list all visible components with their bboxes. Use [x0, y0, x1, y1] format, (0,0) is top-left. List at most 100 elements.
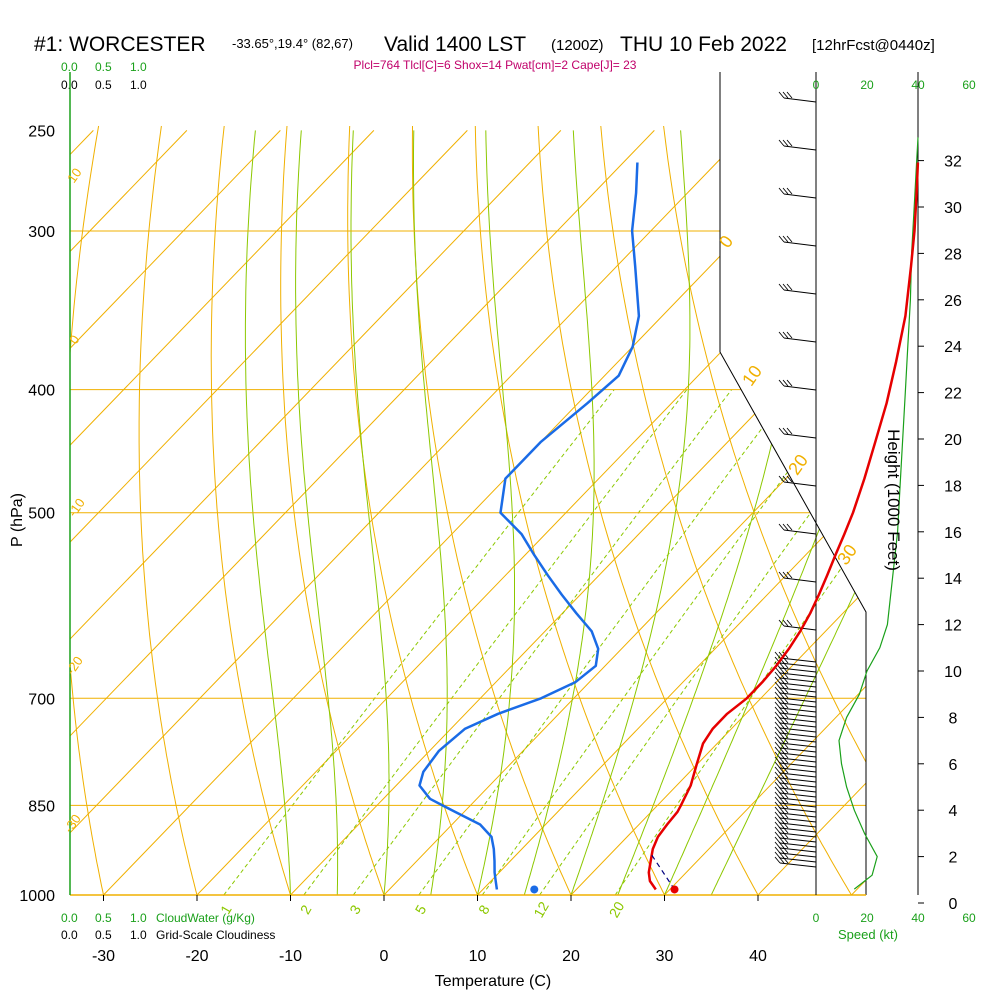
wind-barb-feather: [782, 806, 789, 814]
pressure-tick-label: 250: [28, 123, 55, 140]
pressure-tick-label: 850: [28, 798, 55, 815]
wind-barb-feather: [782, 427, 789, 435]
wind-barb: [779, 797, 817, 803]
mixing-ratio-label: 20: [606, 899, 628, 921]
surface-dewpoint-marker: [530, 885, 539, 894]
wind-barb: [779, 777, 817, 783]
dry-adiabat: [210, 125, 291, 895]
wind-barb-feather: [786, 91, 793, 99]
wind-barb: [779, 827, 817, 833]
pressure-tick-label: 1000: [19, 888, 55, 905]
wind-barb-feather: [782, 139, 789, 147]
wind-barb: [779, 737, 817, 743]
speed-axis-label: Speed (kt): [838, 927, 898, 942]
wind-barb: [779, 772, 817, 778]
wind-barb-feather: [786, 187, 793, 195]
wind-barb-feather: [782, 731, 789, 739]
station-coords: -33.65°,19.4° (82,67): [232, 36, 353, 51]
moist-adiabat: [477, 130, 515, 895]
wind-barb: [779, 847, 817, 853]
wind-barb: [779, 732, 817, 738]
wind-barb-feather: [786, 139, 793, 147]
wind-barb-feather: [782, 571, 789, 579]
wind-barb-feather: [778, 139, 785, 147]
wind-barb: [779, 667, 817, 673]
wind-barb: [779, 767, 817, 773]
wind-barb-feather: [782, 756, 789, 764]
wind-barb-feather: [782, 475, 789, 483]
wind-barb-feather: [782, 681, 789, 689]
dry-adiabat: [978, 126, 1000, 895]
dry-adiabats: [70, 125, 1000, 895]
height-tick-label: 4: [949, 803, 958, 820]
temperature-tick-label: 0: [380, 948, 389, 965]
wind-barb-feather: [786, 427, 793, 435]
wind-barb: [779, 862, 817, 868]
temperature-tick-label: 30: [656, 948, 674, 965]
cloud-water-tick: 0.5: [95, 911, 112, 925]
wind-barb-feather: [782, 856, 789, 864]
wind-barb: [779, 687, 817, 693]
wind-barb-feather: [786, 331, 793, 339]
wind-barb: [779, 762, 817, 768]
pressure-tick-label: 400: [28, 383, 55, 400]
temperature-tick-label: 40: [749, 948, 767, 965]
dry-adiabat: [474, 125, 665, 895]
wind-barb-feather: [782, 831, 789, 839]
wind-barb: [779, 717, 817, 723]
wind-barb: [779, 747, 817, 753]
wind-barb: [779, 757, 817, 763]
wind-barb: [779, 712, 817, 718]
mixing-ratio-line: [303, 389, 688, 895]
cloud-scale-top: 0.0 0.5 1.0 0.0 0.5 1.0: [61, 60, 147, 92]
isotherm-line: [70, 130, 281, 895]
wind-barb-feather: [782, 91, 789, 99]
wind-barb-feather: [782, 696, 789, 704]
wind-barb: [779, 792, 817, 798]
cloud-water-tick: 0.0: [61, 911, 78, 925]
wind-barb: [779, 742, 817, 748]
wind-barb-feather: [786, 379, 793, 387]
forecast-label: [12hrFcst@0440z]: [812, 37, 935, 54]
isobars: [70, 230, 866, 806]
height-tick-label: 30: [944, 200, 962, 217]
wind-barb: [783, 433, 817, 439]
isotherm-label: 10: [64, 165, 85, 185]
wind-speed-line: [838, 137, 919, 890]
wind-barb-feather: [782, 741, 789, 749]
isotherm-label: 10: [738, 362, 766, 390]
station-name: #1: WORCESTER: [34, 33, 206, 56]
wind-barb: [779, 727, 817, 733]
pressure-tick-label: 300: [28, 224, 55, 241]
wind-barb-feather: [782, 187, 789, 195]
parcel-path: [651, 854, 676, 890]
height-tick-label: 8: [949, 710, 958, 727]
wind-barb: [779, 812, 817, 818]
dry-adiabat: [537, 125, 759, 895]
cloud-water-tick: 0.5: [95, 60, 112, 74]
wind-barb: [779, 822, 817, 828]
wind-barb-feather: [778, 571, 785, 579]
valid-date: THU 10 Feb 2022: [620, 33, 787, 56]
height-tick-label: 2: [949, 850, 958, 867]
temperature-tick-label: -10: [279, 948, 302, 965]
wind-barb: [779, 682, 817, 688]
wind-barb-feather: [782, 841, 789, 849]
wind-barb: [779, 852, 817, 858]
wind-barb-feather: [782, 801, 789, 809]
wind-barb: [783, 289, 817, 295]
wind-barb-feather: [782, 716, 789, 724]
wind-barb: [779, 807, 817, 813]
wind-barb: [779, 672, 817, 678]
wind-barb-feather: [786, 619, 793, 627]
stability-indices: Plcl=764 Tlcl[C]=6 Shox=14 Pwat[cm]=2 Ca…: [354, 58, 637, 72]
surface-temperature-marker: [670, 885, 679, 894]
cloud-water-tick: 0.0: [61, 60, 78, 74]
wind-barb-feather: [786, 571, 793, 579]
wind-barb-feather: [782, 781, 789, 789]
wind-barb-feather: [782, 766, 789, 774]
dry-adiabat: [138, 125, 198, 895]
speed-tick-label: 60: [962, 911, 976, 925]
